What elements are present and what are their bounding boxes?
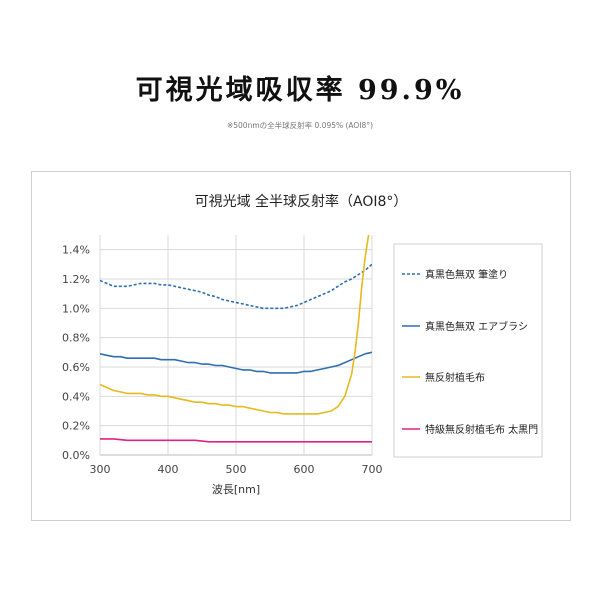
y-tick-label: 0.4% <box>62 390 90 403</box>
measurement-note: ※500nmの全半球反射率 0.095% (AOI8°) <box>226 121 373 130</box>
legend-label-2: 真黒色無双 エアブラシ <box>425 320 528 333</box>
y-tick-label: 1.0% <box>62 302 90 315</box>
chart-panel: 可視光域 全半球反射率（AOI8°） 300 400 500 600 700 0.0% 0.… <box>31 171 571 521</box>
x-tick-label: 400 <box>158 463 179 476</box>
series-line-2 <box>100 351 372 374</box>
chart-title: 可視光域 全半球反射率（AOI8°） <box>194 194 408 210</box>
legend-label-3: 無反射植毛布 <box>425 371 485 384</box>
legend-box <box>393 243 543 458</box>
legend-label-4: 特級無反射植毛布 太黒門 <box>425 423 538 436</box>
x-axis-label: 波長[nm] <box>212 483 260 496</box>
page-title: 可視光域吸収率 99.9% <box>135 75 465 106</box>
x-tick-label: 600 <box>294 463 315 476</box>
legend-label-1: 真黒色無双 筆塗り <box>425 268 508 281</box>
y-tick-label: 0.8% <box>62 332 90 345</box>
y-tick-label: 1.2% <box>62 273 90 286</box>
y-tick-label: 1.4% <box>62 244 90 257</box>
series-line-3 <box>100 235 370 415</box>
reflectance-chart: 300 400 500 600 700 0.0% 0.2% 0.4% 0.6% 0.8% 1.0% 1… <box>62 235 543 496</box>
series-line-1 <box>100 263 372 310</box>
series-line-4 <box>100 438 372 443</box>
x-tick-label: 300 <box>90 463 111 476</box>
y-tick-label: 0.2% <box>62 420 90 433</box>
y-tick-label: 0.6% <box>62 361 90 374</box>
y-tick-label: 0.0% <box>62 449 90 462</box>
x-tick-label: 500 <box>226 463 247 476</box>
x-tick-label: 700 <box>362 463 383 476</box>
